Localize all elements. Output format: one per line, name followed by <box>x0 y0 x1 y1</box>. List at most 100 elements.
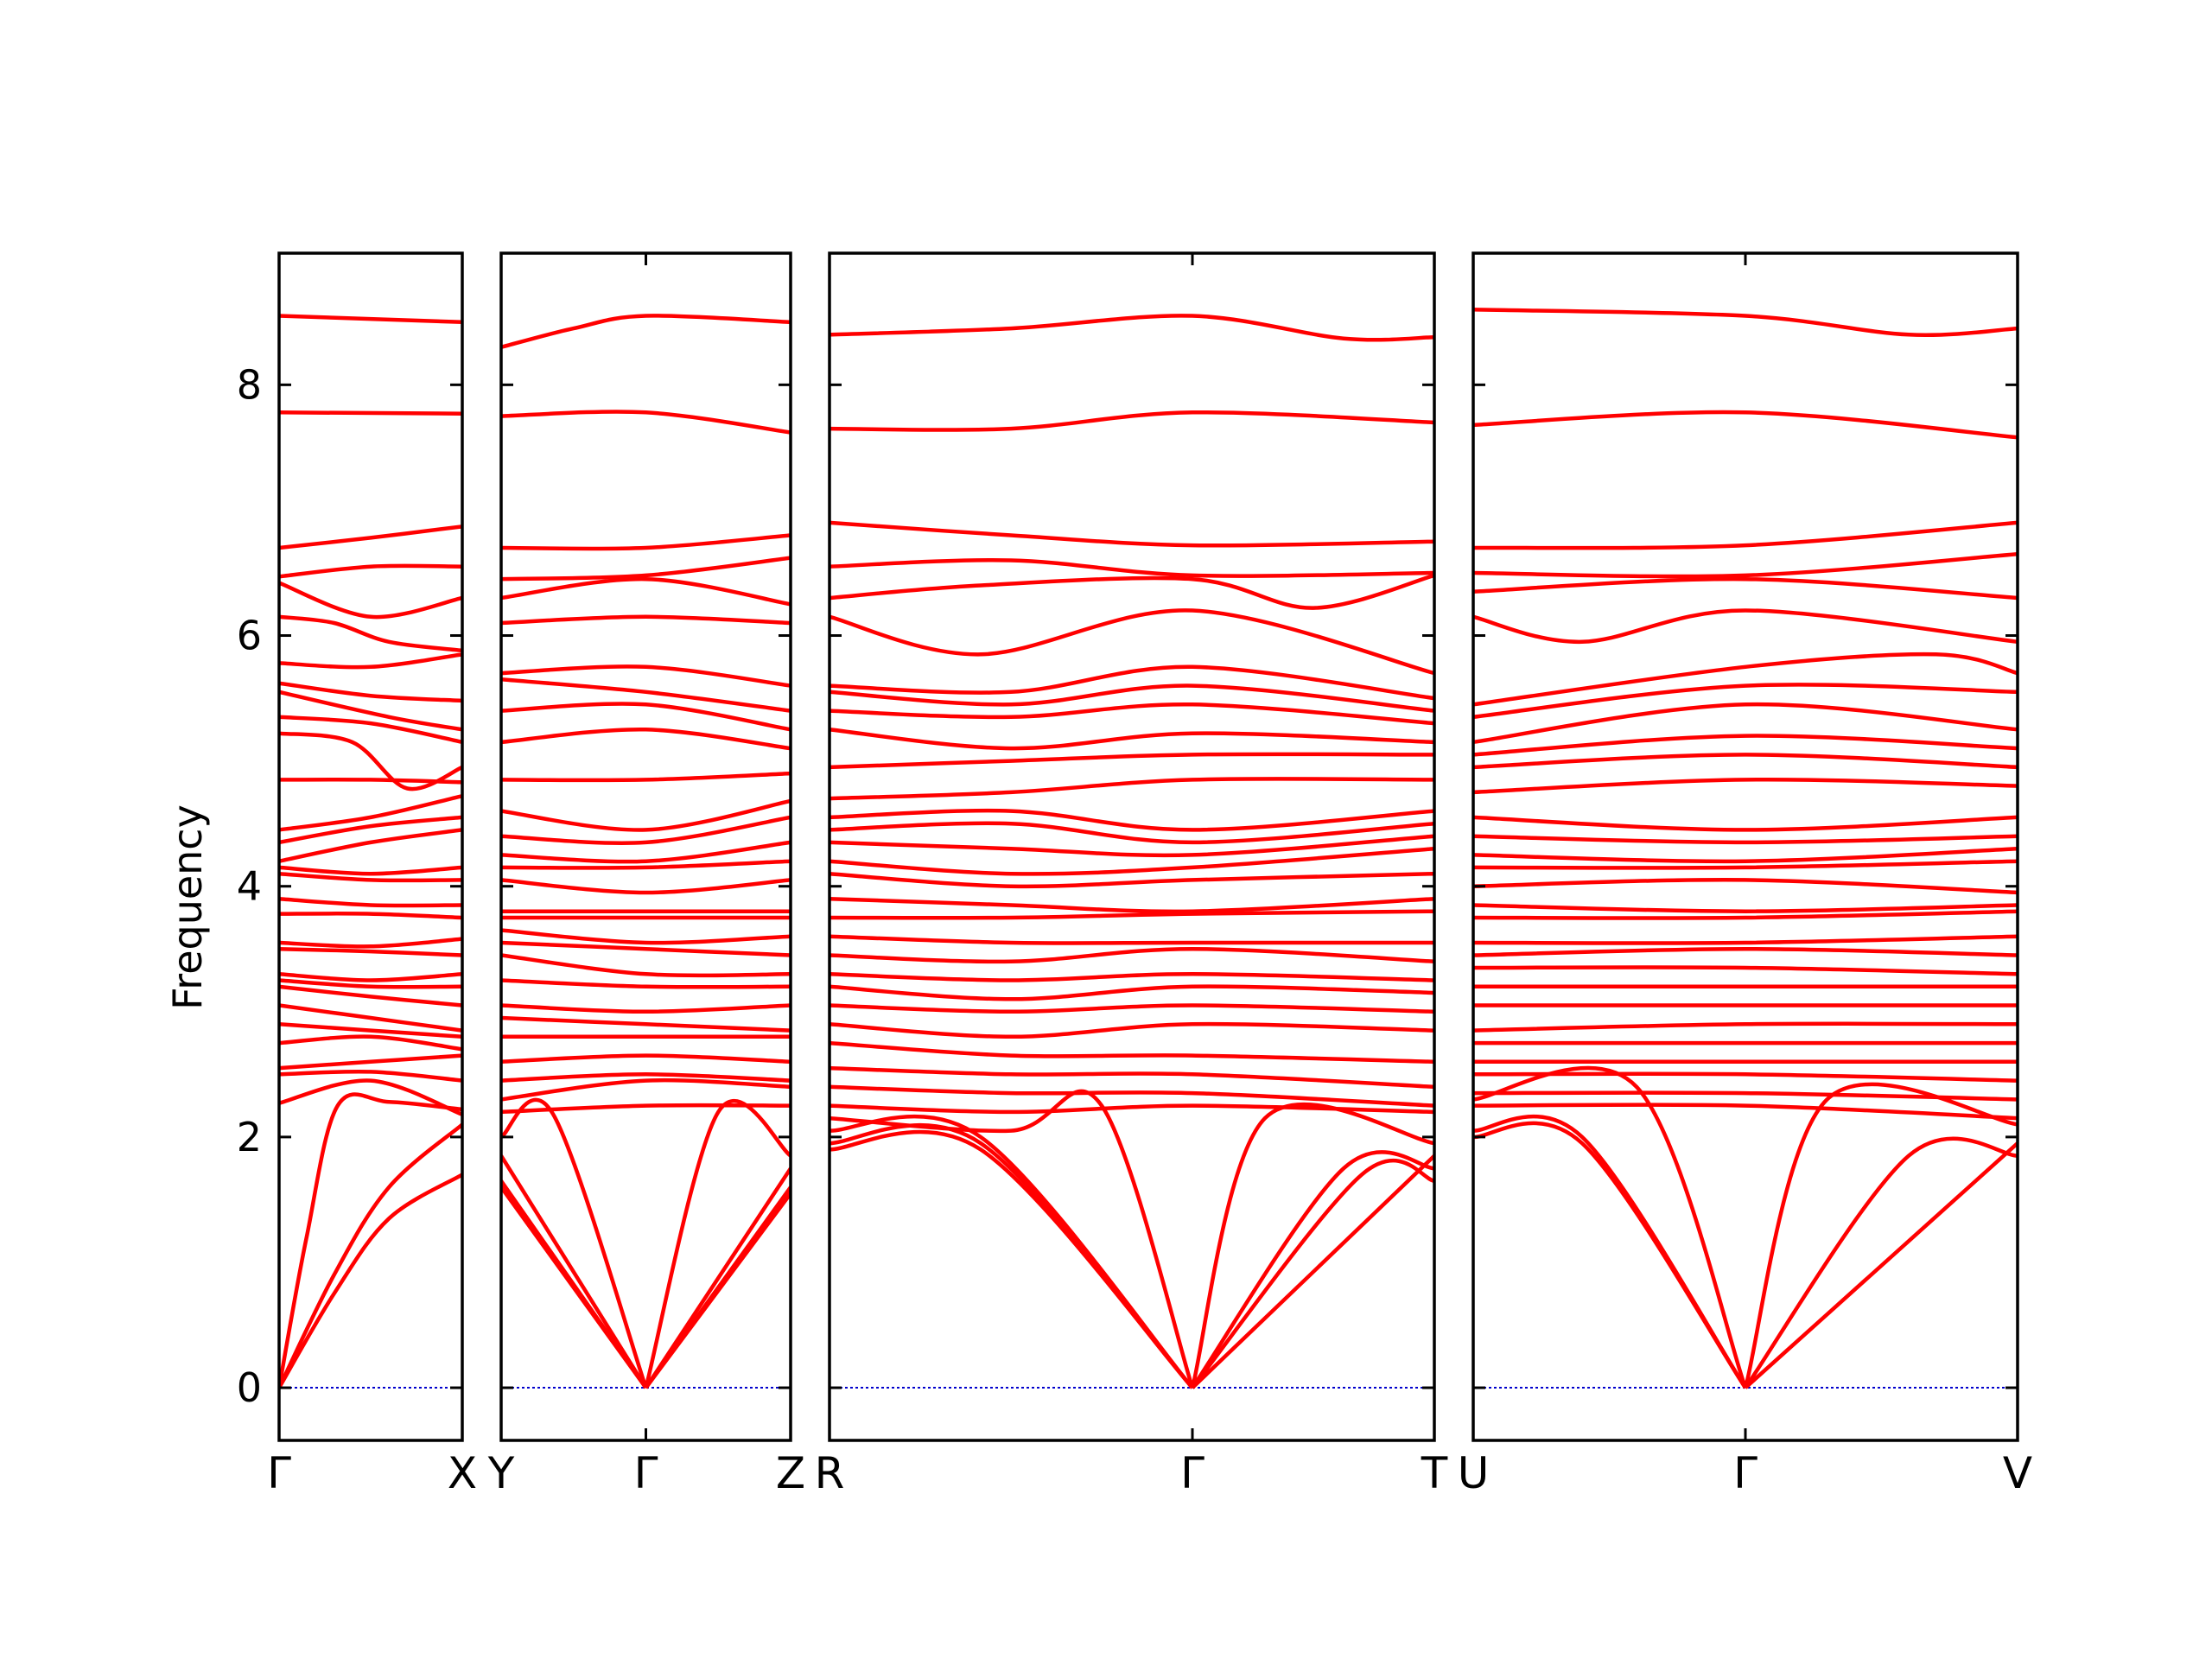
band-line <box>279 896 462 908</box>
band-line <box>1473 1021 2018 1033</box>
y-tick-label: 2 <box>237 1114 262 1160</box>
band-line <box>501 928 791 945</box>
band-line <box>830 821 1434 845</box>
band-line <box>830 1122 1434 1389</box>
band-line <box>501 410 791 435</box>
band-line <box>501 677 791 713</box>
band-line <box>1473 1121 2018 1389</box>
band-line <box>279 314 462 325</box>
band-line <box>279 1034 462 1052</box>
bands <box>279 314 462 1389</box>
band-line <box>1473 1065 2018 1389</box>
band-line <box>501 859 791 870</box>
band-line <box>830 896 1434 914</box>
band-line <box>279 1092 462 1389</box>
band-line <box>1473 753 2018 770</box>
band-line <box>279 912 462 920</box>
band-line <box>279 865 462 876</box>
band-line <box>1473 576 2018 601</box>
bands <box>501 314 791 1389</box>
band-line <box>501 1077 791 1102</box>
band-line <box>279 410 462 416</box>
band-line <box>501 614 791 626</box>
k-point-label: Γ <box>634 1448 658 1498</box>
band-line <box>830 573 1434 610</box>
k-point-label: U <box>1458 1448 1490 1498</box>
band-line <box>1473 702 2018 745</box>
band-line <box>1473 308 2018 337</box>
band-line <box>1473 1071 2018 1083</box>
band-line <box>1473 1103 2018 1121</box>
band-line <box>501 1103 791 1115</box>
band-line <box>501 940 791 957</box>
band-line <box>501 702 791 732</box>
panel-frame <box>828 251 1436 1442</box>
band-line <box>1473 778 2018 795</box>
band-line <box>830 984 1434 1001</box>
k-point-label: Γ <box>267 1448 291 1498</box>
band-line <box>501 314 791 349</box>
band-line <box>279 681 462 703</box>
band-line <box>830 834 1434 858</box>
band-line <box>830 808 1434 832</box>
band-line <box>279 524 462 550</box>
band-line <box>830 558 1434 578</box>
band-line <box>830 846 1434 876</box>
band-line <box>830 972 1434 982</box>
k-point-label: V <box>2003 1448 2032 1498</box>
k-point-label: X <box>448 1448 477 1498</box>
band-line <box>1473 965 2018 976</box>
panel-frame <box>277 251 464 1442</box>
y-tick-label: 0 <box>237 1364 262 1411</box>
k-point-label: T <box>1421 1448 1448 1498</box>
band-line <box>279 777 462 785</box>
bands <box>1473 308 2018 1389</box>
k-point-label: Z <box>776 1448 805 1498</box>
band-line <box>279 1069 462 1083</box>
band-line <box>279 978 462 989</box>
band-line <box>501 815 791 845</box>
band-line <box>1473 878 2018 895</box>
band-line <box>830 314 1434 342</box>
band-line <box>279 1122 462 1389</box>
band-line <box>279 937 462 949</box>
band-line <box>501 1072 791 1083</box>
band-line <box>830 1084 1434 1108</box>
band-line <box>830 1129 1434 1389</box>
band-line <box>1473 1090 2018 1102</box>
band-line <box>279 715 462 745</box>
band-line <box>501 840 791 864</box>
band-line <box>279 652 462 670</box>
band-line <box>830 1003 1434 1014</box>
k-point-label: Y <box>487 1448 515 1498</box>
band-line <box>279 984 462 1007</box>
band-line <box>279 690 462 732</box>
band-line <box>1473 815 2018 832</box>
bands <box>830 314 1434 1389</box>
band-line <box>830 1114 1434 1389</box>
band-line <box>830 520 1434 548</box>
band-line <box>279 1053 462 1071</box>
band-line <box>1473 652 2018 707</box>
band-line <box>830 728 1434 751</box>
band-line <box>501 771 791 783</box>
band-line <box>1473 734 2018 757</box>
band-line <box>501 1185 791 1389</box>
band-line <box>1473 683 2018 720</box>
k-point-label: R <box>815 1448 845 1498</box>
band-line <box>501 1015 791 1033</box>
band-line <box>279 794 462 832</box>
band-line <box>830 1021 1434 1039</box>
band-line <box>1473 903 2018 913</box>
band-line <box>501 953 791 978</box>
band-line <box>830 410 1434 432</box>
band-line <box>279 946 462 957</box>
band-line <box>501 1003 791 1014</box>
band-line <box>279 1022 462 1039</box>
band-line <box>501 978 791 989</box>
band-line <box>501 533 791 551</box>
band-line <box>279 1003 462 1033</box>
